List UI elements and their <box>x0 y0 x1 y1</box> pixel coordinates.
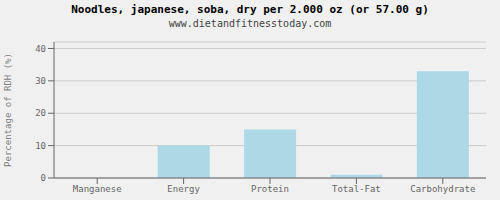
svg-text:40: 40 <box>35 44 46 54</box>
svg-text:Protein: Protein <box>251 184 289 194</box>
html-text:Noodles, japanese, soba, dry p: Noodles, japanese, soba, dry per 2.000 o… <box>71 3 429 16</box>
svg-text:Energy: Energy <box>167 184 200 194</box>
svg-text:Manganese: Manganese <box>73 184 122 194</box>
svg-text:20: 20 <box>35 108 46 118</box>
svg-text:Total-Fat: Total-Fat <box>332 184 381 194</box>
svg-text:10: 10 <box>35 141 46 151</box>
svg-text:Percentage of RDH (%): Percentage of RDH (%) <box>8 53 13 167</box>
svg-text:Carbohydrate: Carbohydrate <box>410 184 475 194</box>
html-text:www.dietandfitnesstoday.com: www.dietandfitnesstoday.com <box>168 18 332 29</box>
svg-text:30: 30 <box>35 76 46 86</box>
svg-text:0: 0 <box>41 173 46 183</box>
